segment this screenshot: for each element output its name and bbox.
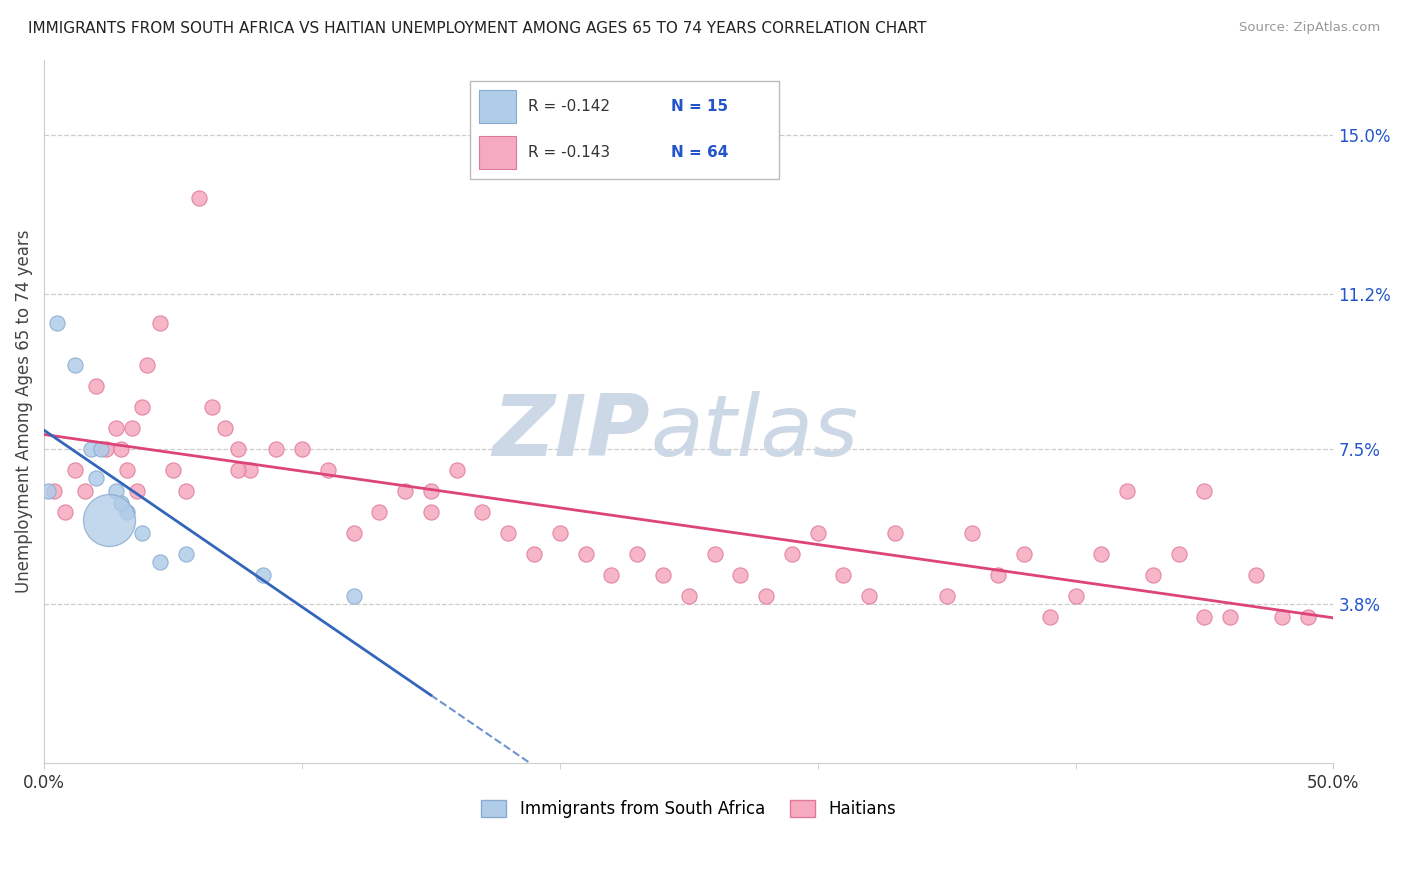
Point — [446, 463, 468, 477]
Point — [626, 547, 648, 561]
Point — [149, 555, 172, 569]
Point — [63, 463, 86, 477]
Point — [162, 463, 184, 477]
Point — [131, 525, 153, 540]
Point — [105, 483, 128, 498]
Point — [291, 442, 314, 456]
Point — [110, 496, 132, 510]
Point — [342, 525, 364, 540]
Point — [548, 525, 571, 540]
Point — [1296, 609, 1319, 624]
Point — [84, 471, 107, 485]
Point — [1194, 609, 1216, 624]
Point — [935, 589, 957, 603]
Point — [678, 589, 700, 603]
Point — [832, 567, 855, 582]
Point — [807, 525, 830, 540]
Point — [174, 547, 197, 561]
Point — [136, 359, 159, 373]
Y-axis label: Unemployment Among Ages 65 to 74 years: Unemployment Among Ages 65 to 74 years — [15, 229, 32, 593]
Point — [46, 317, 69, 331]
Point — [115, 463, 138, 477]
Point — [97, 513, 120, 527]
Point — [1090, 547, 1112, 561]
Point — [226, 463, 249, 477]
Point — [1271, 609, 1294, 624]
Point — [264, 442, 287, 456]
Point — [471, 505, 494, 519]
Point — [115, 505, 138, 519]
Point — [201, 400, 224, 414]
Point — [1244, 567, 1267, 582]
Point — [1219, 609, 1241, 624]
Text: IMMIGRANTS FROM SOUTH AFRICA VS HAITIAN UNEMPLOYMENT AMONG AGES 65 TO 74 YEARS C: IMMIGRANTS FROM SOUTH AFRICA VS HAITIAN … — [28, 21, 927, 36]
Point — [1142, 567, 1164, 582]
Point — [1039, 609, 1062, 624]
Point — [523, 547, 546, 561]
Point — [496, 525, 519, 540]
Point — [110, 442, 132, 456]
Point — [1064, 589, 1087, 603]
Text: atlas: atlas — [650, 391, 858, 474]
Legend: Immigrants from South Africa, Haitians: Immigrants from South Africa, Haitians — [475, 794, 903, 825]
Point — [316, 463, 339, 477]
Point — [252, 567, 274, 582]
Point — [884, 525, 907, 540]
Point — [90, 442, 112, 456]
Point — [652, 567, 675, 582]
Point — [575, 547, 598, 561]
Point — [755, 589, 778, 603]
Point — [63, 359, 86, 373]
Point — [394, 483, 416, 498]
Point — [214, 421, 236, 435]
Point — [75, 483, 97, 498]
Point — [131, 400, 153, 414]
Point — [121, 421, 143, 435]
Point — [44, 483, 66, 498]
Text: Source: ZipAtlas.com: Source: ZipAtlas.com — [1240, 21, 1381, 34]
Point — [94, 442, 117, 456]
Point — [37, 483, 59, 498]
Point — [174, 483, 197, 498]
Text: ZIP: ZIP — [492, 391, 650, 474]
Point — [149, 317, 172, 331]
Point — [1116, 483, 1139, 498]
Point — [239, 463, 262, 477]
Point — [703, 547, 725, 561]
Point — [368, 505, 391, 519]
Point — [1012, 547, 1035, 561]
Point — [600, 567, 623, 582]
Point — [419, 483, 441, 498]
Point — [987, 567, 1010, 582]
Point — [1167, 547, 1189, 561]
Point — [79, 442, 101, 456]
Point — [1194, 483, 1216, 498]
Point — [84, 379, 107, 393]
Point — [730, 567, 752, 582]
Point — [187, 191, 209, 205]
Point — [342, 589, 364, 603]
Point — [780, 547, 803, 561]
Point — [226, 442, 249, 456]
Point — [962, 525, 984, 540]
Point — [105, 421, 128, 435]
Point — [125, 483, 148, 498]
Point — [53, 505, 76, 519]
Point — [858, 589, 880, 603]
Point — [419, 505, 441, 519]
